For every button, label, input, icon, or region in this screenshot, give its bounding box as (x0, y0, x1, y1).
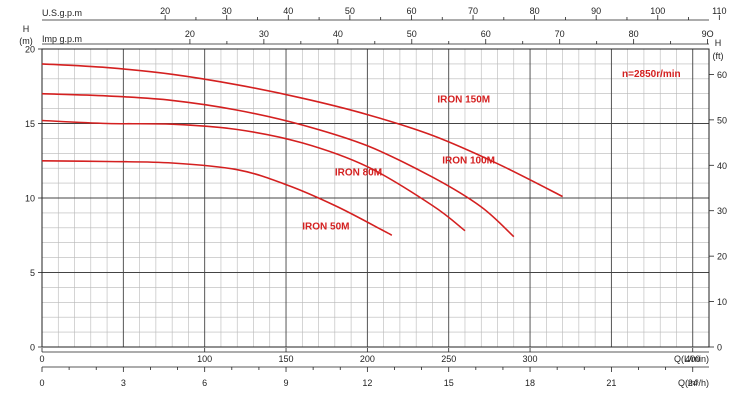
bottom-axis-2-tick-label: 18 (525, 378, 535, 388)
bottom-axis-1-tick-label: 100 (197, 354, 212, 364)
top-axis-1-tick-label: 60 (406, 6, 416, 16)
left-axis-tick-label: 10 (25, 194, 35, 204)
top-axis-2-tick-label: 9O (702, 29, 714, 39)
right-axis-label: (ft) (713, 51, 724, 61)
top-axis-1-tick-label: 50 (345, 6, 355, 16)
bottom-axis-2-label: Q(m³/h) (678, 378, 709, 388)
right-axis-tick-label: 0 (717, 343, 722, 353)
bottom-axis-1-label: Q(L/min) (674, 354, 709, 364)
top-axis-1-tick-label: 70 (468, 6, 478, 16)
top-axis-1-tick-label: 80 (530, 6, 540, 16)
left-axis-label: (m) (19, 36, 33, 46)
series-label-iron-80m: IRON 80M (335, 168, 382, 179)
right-axis-tick-label: 20 (717, 252, 727, 262)
top-axis-1-tick-label: 30 (222, 6, 232, 16)
top-axis-1-tick-label: 110 (712, 6, 726, 16)
bottom-axis-1-tick-label: 300 (523, 354, 538, 364)
right-axis-tick-label: 30 (717, 206, 727, 216)
series-line-iron-100m (41, 92, 515, 238)
bottom-axis-2-tick-label: 6 (202, 378, 207, 388)
bottom-axis-1-tick-label: 200 (360, 354, 375, 364)
right-axis-tick-label: 60 (717, 70, 727, 80)
left-axis-tick-label: 0 (30, 343, 35, 353)
bottom-axis-1-tick-label: 150 (279, 354, 294, 364)
left-axis-tick-label: 5 (30, 268, 35, 278)
series-line-iron-50m (41, 160, 393, 236)
top-axis-2-tick-label: 30 (259, 29, 269, 39)
bottom-axis-1-tick-label: 250 (441, 354, 456, 364)
bottom-axis-2-tick-label: 21 (606, 378, 616, 388)
top-axis-1-tick-label: 90 (591, 6, 601, 16)
top-axis-2-label: Imp g.p.m (42, 34, 82, 44)
top-axis-2-tick-label: 70 (555, 29, 565, 39)
series-line-iron-150m (41, 63, 563, 198)
left-axis-unit: H (23, 24, 30, 34)
top-axis-2-tick-label: 20 (185, 29, 195, 39)
bottom-axis-2-tick-label: 24 (688, 378, 698, 388)
speed-annotation: n=2850r/min (622, 69, 681, 80)
series-label-iron-150m: IRON 150M (437, 95, 490, 106)
top-axis-2-tick-label: 40 (333, 29, 343, 39)
top-axis-2-tick-label: 80 (629, 29, 639, 39)
series-line-iron-80m (41, 119, 466, 232)
bottom-axis-2-tick-label: 0 (39, 378, 44, 388)
bottom-axis-2-tick-label: 15 (444, 378, 454, 388)
bottom-axis-1-tick-label: 0 (39, 354, 44, 364)
right-axis-tick-label: 50 (717, 115, 727, 125)
right-axis-tick-label: 40 (717, 161, 727, 171)
left-axis-tick-label: 20 (25, 45, 35, 55)
right-axis-tick-label: 10 (717, 297, 727, 307)
bottom-axis-2-tick-label: 12 (362, 378, 372, 388)
top-axis-1-label: U.S.g.p.m (42, 8, 82, 18)
series-label-iron-50m: IRON 50M (302, 221, 349, 232)
top-axis-2-tick-label: 50 (407, 29, 417, 39)
left-axis-tick-label: 15 (25, 119, 35, 129)
top-axis-1-tick-label: 20 (160, 6, 170, 16)
series-label-iron-100m: IRON 100M (442, 156, 495, 167)
right-axis-unit: H (715, 38, 722, 48)
bottom-axis-1-tick-label: 400 (685, 354, 700, 364)
bottom-axis-2-tick-label: 9 (284, 378, 289, 388)
series-layer: IRON 150M IRON 100M IRON 80M IRON 50M (41, 63, 563, 238)
top-axis-1-tick-label: 100 (650, 6, 665, 16)
top-axis-2-tick-label: 60 (481, 29, 491, 39)
top-axis-1-tick-label: 40 (283, 6, 293, 16)
bottom-axis-2-tick-label: 3 (121, 378, 126, 388)
